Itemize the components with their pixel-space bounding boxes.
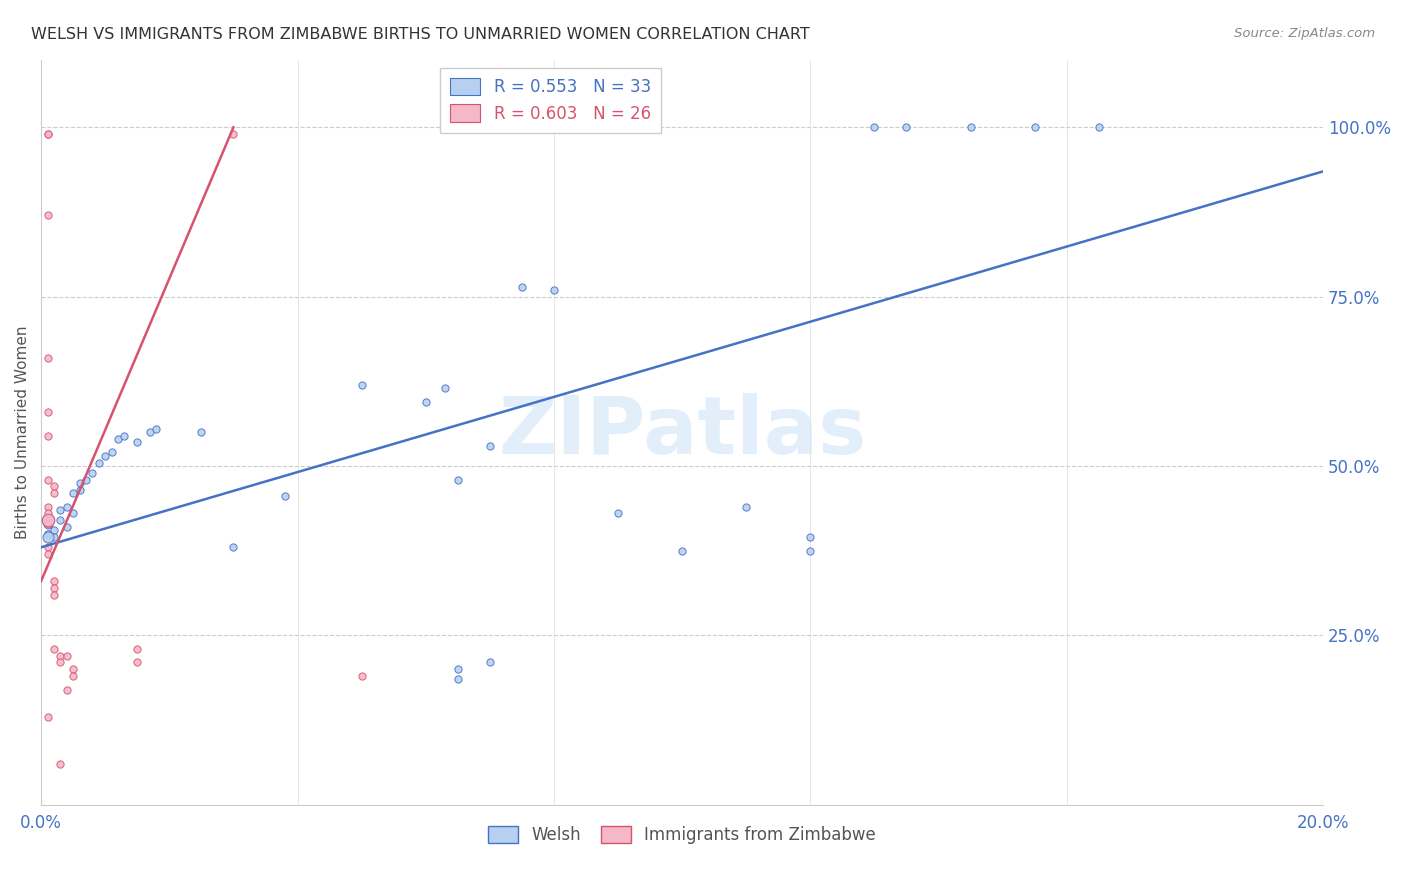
Point bbox=[671, 543, 693, 558]
Point bbox=[222, 127, 245, 141]
Text: Source: ZipAtlas.com: Source: ZipAtlas.com bbox=[1234, 27, 1375, 40]
Point bbox=[37, 513, 59, 527]
Point bbox=[42, 588, 65, 602]
Point bbox=[222, 541, 245, 555]
Point bbox=[145, 422, 167, 436]
Point bbox=[42, 530, 65, 544]
Point bbox=[37, 500, 59, 514]
Point bbox=[37, 526, 59, 541]
Point bbox=[49, 648, 72, 663]
Point bbox=[37, 405, 59, 419]
Point bbox=[959, 120, 981, 135]
Point bbox=[42, 524, 65, 538]
Point bbox=[62, 669, 84, 683]
Point bbox=[42, 581, 65, 595]
Point bbox=[447, 673, 470, 687]
Point bbox=[799, 530, 821, 544]
Point bbox=[55, 500, 77, 514]
Point bbox=[415, 394, 437, 409]
Point bbox=[100, 445, 122, 459]
Point bbox=[49, 513, 72, 527]
Point bbox=[799, 543, 821, 558]
Point bbox=[433, 381, 456, 395]
Point bbox=[37, 516, 59, 531]
Point bbox=[37, 127, 59, 141]
Point bbox=[1024, 120, 1046, 135]
Point bbox=[37, 547, 59, 561]
Point bbox=[863, 120, 886, 135]
Point bbox=[510, 279, 533, 293]
Point bbox=[49, 757, 72, 772]
Point bbox=[69, 475, 91, 490]
Point bbox=[42, 479, 65, 493]
Point bbox=[273, 490, 295, 504]
Point bbox=[69, 483, 91, 497]
Point bbox=[37, 507, 59, 521]
Point bbox=[127, 656, 149, 670]
Point bbox=[42, 574, 65, 589]
Point bbox=[37, 516, 59, 531]
Point bbox=[42, 641, 65, 656]
Point bbox=[94, 449, 117, 463]
Point bbox=[127, 641, 149, 656]
Point bbox=[62, 662, 84, 676]
Point bbox=[55, 648, 77, 663]
Point bbox=[37, 541, 59, 555]
Point bbox=[49, 656, 72, 670]
Point bbox=[37, 473, 59, 487]
Point bbox=[62, 507, 84, 521]
Point bbox=[37, 513, 59, 527]
Point bbox=[139, 425, 162, 439]
Point bbox=[87, 456, 110, 470]
Point bbox=[543, 283, 565, 297]
Point bbox=[350, 669, 373, 683]
Point bbox=[478, 439, 501, 453]
Text: ZIPatlas: ZIPatlas bbox=[498, 393, 866, 471]
Point bbox=[607, 507, 630, 521]
Point bbox=[896, 120, 918, 135]
Legend: R = 0.553   N = 33, R = 0.603   N = 26: R = 0.553 N = 33, R = 0.603 N = 26 bbox=[440, 68, 661, 133]
Text: WELSH VS IMMIGRANTS FROM ZIMBABWE BIRTHS TO UNMARRIED WOMEN CORRELATION CHART: WELSH VS IMMIGRANTS FROM ZIMBABWE BIRTHS… bbox=[31, 27, 810, 42]
Point bbox=[735, 500, 758, 514]
Point bbox=[37, 530, 59, 544]
Point bbox=[37, 208, 59, 222]
Point bbox=[75, 473, 97, 487]
Point bbox=[42, 486, 65, 500]
Point bbox=[127, 435, 149, 450]
Point bbox=[55, 682, 77, 697]
Point bbox=[107, 432, 129, 446]
Point bbox=[49, 503, 72, 517]
Point bbox=[55, 520, 77, 534]
Point bbox=[350, 377, 373, 392]
Point bbox=[37, 127, 59, 141]
Point bbox=[190, 425, 212, 439]
Point bbox=[62, 486, 84, 500]
Point bbox=[447, 662, 470, 676]
Point bbox=[478, 656, 501, 670]
Point bbox=[37, 351, 59, 365]
Y-axis label: Births to Unmarried Women: Births to Unmarried Women bbox=[15, 326, 30, 539]
Point bbox=[114, 428, 136, 442]
Point bbox=[82, 466, 104, 480]
Point bbox=[37, 428, 59, 442]
Point bbox=[1087, 120, 1109, 135]
Point bbox=[37, 709, 59, 723]
Point bbox=[447, 473, 470, 487]
